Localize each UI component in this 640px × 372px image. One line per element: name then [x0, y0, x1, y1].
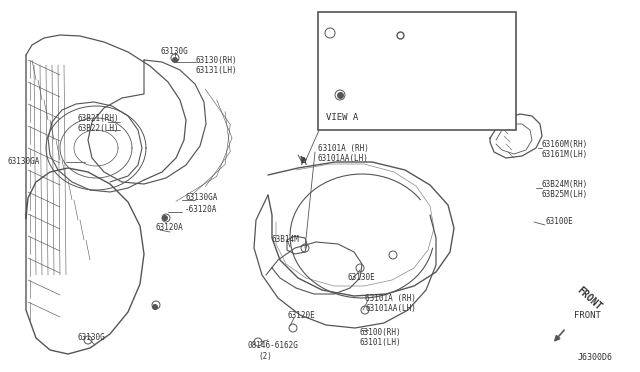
Text: 63120E: 63120E: [288, 311, 316, 320]
Text: 63131(LH): 63131(LH): [195, 65, 237, 74]
Text: 08146-6162G: 08146-6162G: [248, 340, 299, 350]
Text: VIEW A: VIEW A: [330, 121, 362, 129]
Text: (2): (2): [450, 102, 464, 110]
Text: 63B14M: 63B14M: [272, 235, 300, 244]
Text: (2): (2): [258, 352, 272, 360]
Text: -63120A: -63120A: [185, 205, 218, 215]
Text: 63130E: 63130E: [348, 273, 376, 282]
Text: 63100(RH): 63100(RH): [360, 327, 402, 337]
Text: 63130G: 63130G: [78, 334, 106, 343]
Text: 08146-6165H: 08146-6165H: [430, 90, 481, 99]
Text: FRONT: FRONT: [574, 311, 601, 321]
Text: 63161M(LH): 63161M(LH): [542, 151, 588, 160]
Bar: [318, 12, 516, 130]
Text: 63B22(LH): 63B22(LH): [78, 124, 120, 132]
Text: VIEW A: VIEW A: [326, 113, 358, 122]
Text: 63B25M(LH): 63B25M(LH): [542, 190, 588, 199]
Text: 63101AA(LH): 63101AA(LH): [365, 304, 416, 312]
Circle shape: [172, 57, 178, 63]
Text: 63101(LH): 63101(LH): [360, 337, 402, 346]
Text: FRONT: FRONT: [575, 285, 604, 312]
Text: 08913-6365A: 08913-6365A: [335, 23, 386, 32]
Text: J6300D6: J6300D6: [578, 353, 613, 362]
Circle shape: [152, 304, 158, 310]
Text: 63120A: 63120A: [155, 224, 183, 232]
Text: 63101AA(LH): 63101AA(LH): [318, 154, 369, 163]
Circle shape: [162, 215, 168, 221]
Text: 63100E: 63100E: [545, 218, 573, 227]
Text: 63130GA: 63130GA: [185, 193, 218, 202]
Text: 63160M(RH): 63160M(RH): [542, 141, 588, 150]
Text: 63101A (RH): 63101A (RH): [318, 144, 369, 153]
Text: 63130GA: 63130GA: [8, 157, 40, 167]
Text: (2): (2): [348, 35, 362, 45]
Text: 63130G: 63130G: [160, 48, 188, 57]
Text: 63B24M(RH): 63B24M(RH): [542, 180, 588, 189]
Text: 63101A (RH): 63101A (RH): [365, 294, 416, 302]
Text: 63130(RH): 63130(RH): [195, 55, 237, 64]
Text: A: A: [301, 157, 307, 167]
Text: 63B21(RH): 63B21(RH): [78, 113, 120, 122]
